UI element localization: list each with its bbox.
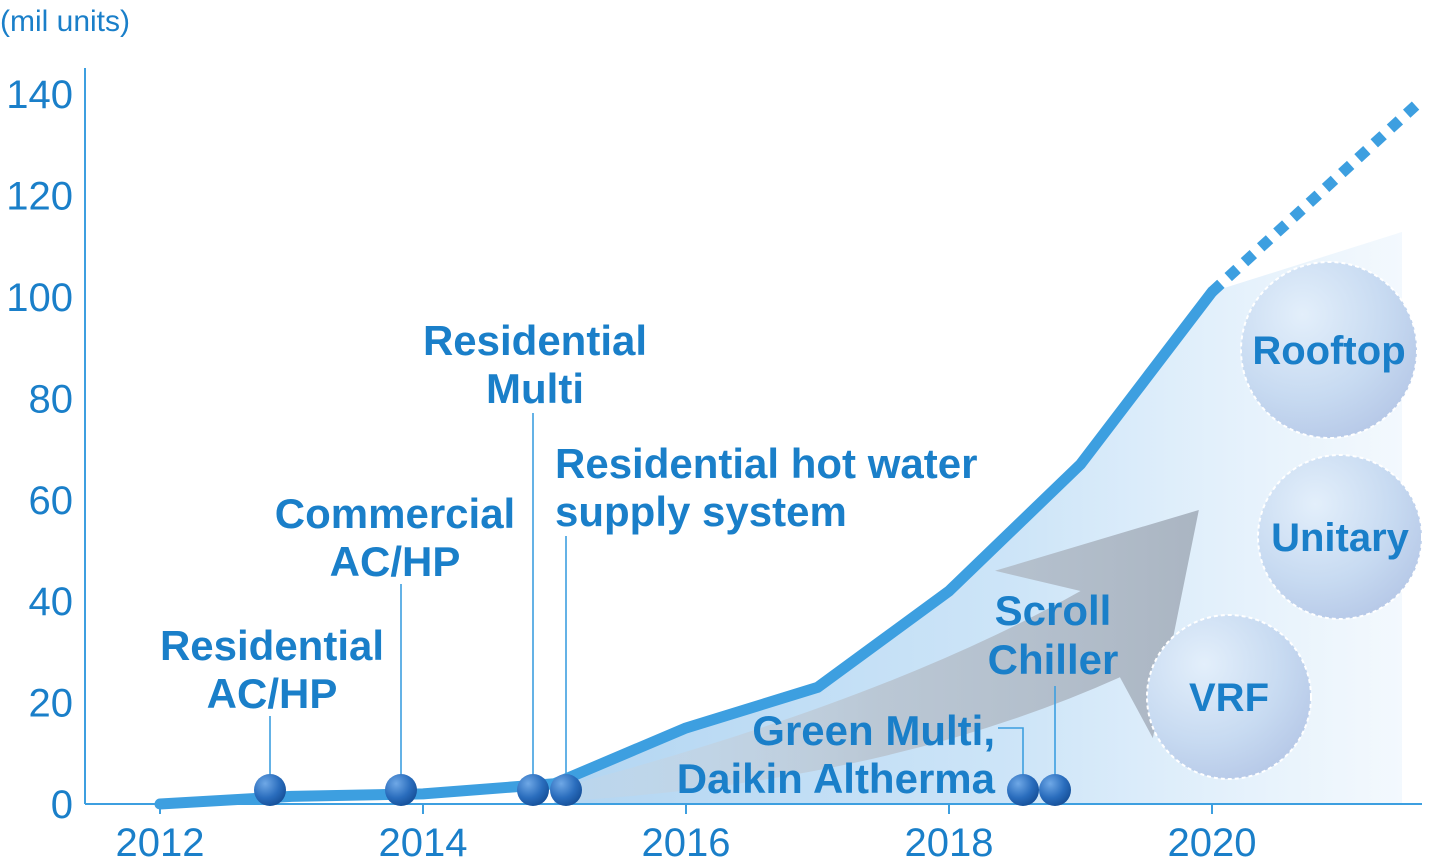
y-tick-label: 80 (29, 377, 74, 421)
x-tick-label: 2012 (116, 821, 205, 862)
event-marker (1039, 774, 1071, 806)
event-label: Multi (486, 365, 584, 412)
event-label: AC/HP (330, 538, 461, 585)
event-label: Daikin Altherma (677, 755, 996, 802)
y-tick-label: 120 (6, 175, 73, 219)
event-label: Green Multi, (752, 707, 995, 754)
event-marker (550, 774, 582, 806)
category-bubble (1257, 454, 1423, 620)
x-tick-label: 2014 (379, 821, 468, 862)
event-leader-line (998, 727, 1024, 790)
event-marker (385, 774, 417, 806)
category-bubble (1240, 261, 1418, 439)
y-tick-label: 20 (29, 682, 74, 726)
events-layer: ResidentialAC/HPCommercialAC/HPResidenti… (160, 317, 1118, 806)
growth-arrow (554, 509, 1199, 802)
event-label: Scroll (995, 587, 1112, 634)
x-tick-label: 2020 (1168, 821, 1257, 862)
category-bubble-label: Rooftop (1252, 329, 1405, 373)
event-label: Commercial (275, 490, 515, 537)
event-label: AC/HP (207, 670, 338, 717)
series-line-solid (154, 286, 1218, 810)
y-tick-label: 140 (6, 73, 73, 117)
y-tick-label: 40 (29, 580, 74, 624)
series-layer (154, 95, 1427, 810)
y-tick-label: 60 (29, 479, 74, 523)
y-tick-label: 0 (51, 783, 73, 827)
event-marker (254, 774, 286, 806)
series-line-projection (1208, 95, 1427, 296)
y-axis-unit-label: (mil units) (0, 5, 130, 38)
event-marker (517, 774, 549, 806)
category-bubble (1146, 614, 1312, 780)
x-axis-ticks: 2012 2014 2016 2018 2020 (116, 804, 1257, 862)
x-tick-label: 2016 (642, 821, 731, 862)
event-label: Residential (423, 317, 647, 364)
category-bubbles: Rooftop Unitary VRF (1146, 261, 1423, 780)
event-marker (1007, 774, 1039, 806)
y-axis-ticks: 0 20 40 60 80 100 120 140 (6, 73, 73, 827)
x-tick-label: 2018 (905, 821, 994, 862)
event-label: Residential (160, 622, 384, 669)
event-label: Chiller (988, 636, 1119, 683)
category-bubble-label: VRF (1189, 676, 1269, 720)
category-bubble-label: Unitary (1271, 516, 1410, 560)
event-label: Residential hot water (555, 440, 977, 487)
event-label: supply system (555, 488, 847, 535)
y-tick-label: 100 (6, 276, 73, 320)
